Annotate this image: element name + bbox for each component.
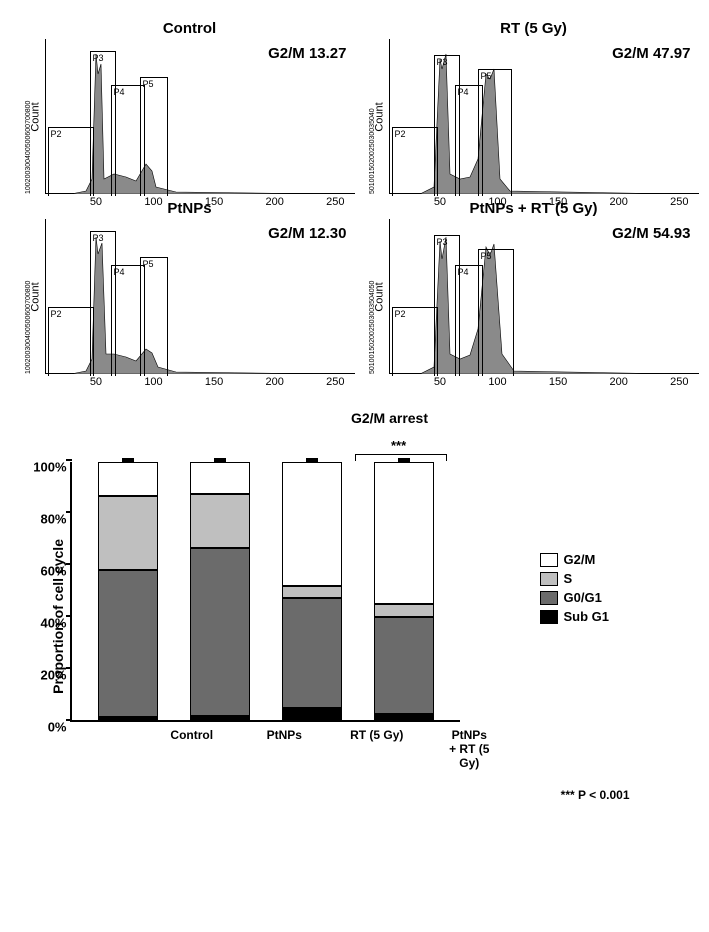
gate-P2: P2 <box>48 127 94 196</box>
barchart-title: G2/M arrest <box>50 410 660 426</box>
legend-label: S <box>564 571 573 586</box>
histogram-plot: P2P3P4P5G2/M 54.93 <box>389 219 699 374</box>
bar-0 <box>98 462 158 720</box>
segment-G0G1 <box>374 617 434 714</box>
segment-G0G1 <box>282 598 342 708</box>
histogram-title: PtNPs <box>25 200 355 217</box>
xlabel: PtNPs <box>254 728 314 770</box>
histogram-1: RT (5 Gy)Count5010015020025030035040P2P3… <box>369 20 699 194</box>
ytick-label: 60% <box>22 564 67 579</box>
xlabel: Control <box>162 728 222 770</box>
segment-G2M <box>282 462 342 586</box>
barchart-section: G2/M arrest *** Proportion of cell cycle… <box>50 410 660 802</box>
ytick-label: 80% <box>22 512 67 527</box>
histogram-plot: P2P3P4P5G2/M 12.30 <box>45 219 355 374</box>
legend-label: Sub G1 <box>564 609 610 624</box>
ytick-label: 0% <box>22 720 67 735</box>
histogram-title: Control <box>25 20 355 37</box>
segment-SubG1 <box>374 714 434 720</box>
g2m-value: G2/M 12.30 <box>268 225 346 242</box>
histogram-2: PtNPsCount100200300400500600700800P2P3P4… <box>25 200 355 374</box>
legend-item: G0/G1 <box>540 590 610 605</box>
ytick-label: 20% <box>22 668 67 683</box>
bar-3 <box>374 462 434 720</box>
xlabel: RT (5 Gy) <box>347 728 407 770</box>
segment-S <box>190 494 250 549</box>
segment-SubG1 <box>98 717 158 720</box>
segment-S <box>282 586 342 599</box>
ytick-label: 100% <box>22 460 67 475</box>
histogram-grid: ControlCount100200300400500600700800P2P3… <box>25 20 685 374</box>
histogram-plot: P2P3P4P5G2/M 47.97 <box>389 39 699 194</box>
gate-P5: P5 <box>478 249 514 376</box>
legend-item: Sub G1 <box>540 609 610 624</box>
segment-G2M <box>374 462 434 604</box>
segment-G0G1 <box>190 548 250 716</box>
gate-P2: P2 <box>392 307 438 376</box>
legend-swatch <box>540 610 558 624</box>
segment-S <box>374 604 434 617</box>
legend-item: S <box>540 571 610 586</box>
legend-swatch <box>540 553 558 567</box>
segment-SubG1 <box>190 716 250 720</box>
gate-P5: P5 <box>140 77 168 196</box>
p-value-footnote: *** P < 0.001 <box>50 788 660 802</box>
g2m-value: G2/M 47.97 <box>612 45 690 62</box>
barchart-xlabels: Control PtNPs RT (5 Gy) PtNPs+ RT (5 Gy) <box>136 722 526 770</box>
gate-P2: P2 <box>392 127 438 196</box>
histogram-xticks: 50100150200250 <box>389 376 699 388</box>
gate-P5: P5 <box>140 257 168 376</box>
gate-P2: P2 <box>48 307 94 376</box>
histogram-0: ControlCount100200300400500600700800P2P3… <box>25 20 355 194</box>
histogram-xticks: 50100150200250 <box>45 376 355 388</box>
segment-SubG1 <box>282 708 342 720</box>
ytick-label: 40% <box>22 616 67 631</box>
segment-G0G1 <box>98 570 158 717</box>
g2m-value: G2/M 54.93 <box>612 225 690 242</box>
gate-P5: P5 <box>478 69 512 196</box>
significance-bracket-container: *** <box>50 432 660 462</box>
bar-2 <box>282 462 342 720</box>
histogram-plot: P2P3P4P5G2/M 13.27 <box>45 39 355 194</box>
legend-item: G2/M <box>540 552 610 567</box>
segment-G2M <box>190 462 250 494</box>
legend-swatch <box>540 572 558 586</box>
legend-label: G2/M <box>564 552 596 567</box>
histogram-3: PtNPs + RT (5 Gy)Count501001502002503003… <box>369 200 699 374</box>
barchart-plot: 0%20%40%60%80%100% <box>70 462 460 722</box>
xlabel: PtNPs+ RT (5 Gy) <box>439 728 499 770</box>
segment-S <box>98 496 158 570</box>
segment-G2M <box>98 462 158 496</box>
g2m-value: G2/M 13.27 <box>268 45 346 62</box>
histogram-title: PtNPs + RT (5 Gy) <box>369 200 699 217</box>
legend-swatch <box>540 591 558 605</box>
bar-1 <box>190 462 250 720</box>
barchart-legend: G2/M S G0/G1 Sub G1 <box>540 552 610 628</box>
significance-stars: *** <box>391 438 406 453</box>
legend-label: G0/G1 <box>564 590 602 605</box>
histogram-title: RT (5 Gy) <box>369 20 699 37</box>
